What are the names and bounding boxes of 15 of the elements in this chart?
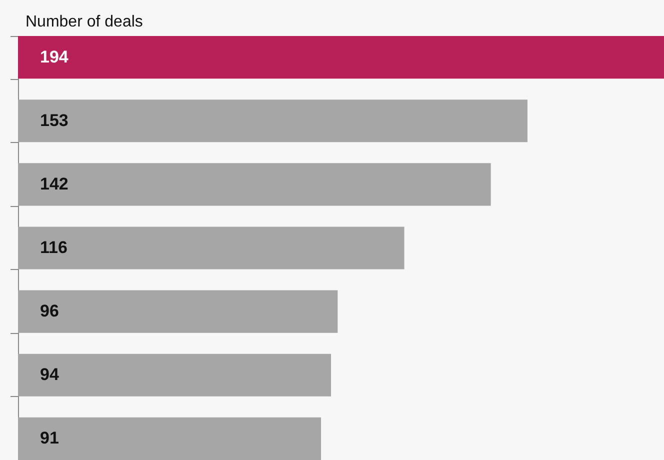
bar: [18, 417, 322, 460]
data-label: 142: [40, 174, 68, 194]
bar: [18, 163, 491, 206]
bar: [18, 226, 404, 270]
data-label: 96: [40, 302, 59, 321]
data-label: 91: [40, 428, 59, 448]
data-label: 153: [40, 110, 68, 130]
data-label: 116: [40, 238, 68, 257]
chart-title: Number of deals: [26, 14, 143, 30]
bar: [18, 354, 332, 396]
bar: [18, 100, 528, 142]
bar: [18, 290, 338, 333]
data-label: 194: [40, 47, 69, 66]
bar: [18, 36, 664, 79]
data-label: 94: [40, 365, 60, 384]
